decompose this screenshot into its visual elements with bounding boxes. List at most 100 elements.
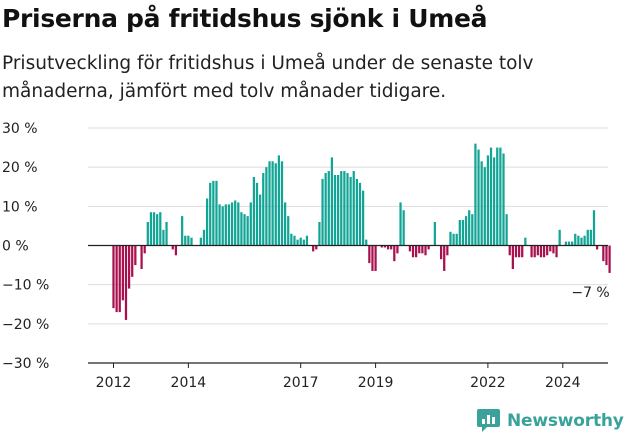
bar — [383, 245, 387, 248]
bar — [315, 245, 318, 250]
bar — [533, 245, 536, 258]
bar — [455, 233, 458, 246]
bar — [171, 245, 174, 250]
bar — [499, 147, 502, 246]
bar — [321, 178, 324, 246]
bar — [352, 171, 355, 246]
bar — [493, 157, 496, 246]
bar — [549, 245, 552, 252]
bar — [149, 212, 153, 246]
bar — [399, 202, 402, 246]
y-tick-label: 20 % — [2, 160, 38, 176]
x-tick-label: 2017 — [283, 375, 319, 391]
bar — [327, 171, 330, 246]
last-value-label: −7 % — [571, 285, 609, 301]
bar — [318, 222, 321, 246]
bar — [368, 245, 371, 264]
bar — [546, 245, 549, 256]
y-tick-label: −20 % — [2, 317, 49, 333]
bar — [415, 245, 418, 258]
y-tick-label: 10 % — [2, 199, 38, 215]
bar — [293, 235, 296, 246]
bar — [592, 210, 596, 246]
bar — [424, 245, 427, 256]
bar — [140, 245, 143, 269]
bar — [386, 245, 390, 250]
bar — [134, 245, 137, 266]
bar — [234, 200, 237, 246]
bar — [205, 198, 209, 246]
bar — [586, 229, 589, 246]
bar — [121, 245, 124, 301]
bar — [355, 178, 358, 246]
bar — [190, 237, 193, 246]
x-tick-label: 2024 — [545, 375, 581, 391]
bar — [583, 235, 586, 246]
bar — [358, 182, 362, 246]
bar — [567, 241, 571, 246]
bar — [280, 161, 284, 246]
bar — [555, 245, 558, 258]
bar — [480, 161, 483, 246]
bar — [474, 143, 477, 246]
bar — [124, 245, 128, 320]
bar — [346, 173, 349, 246]
x-axis-ticks: 2012 2014 2017 2019 2022 2024 — [96, 363, 581, 391]
bar — [255, 182, 259, 246]
y-axis-ticks: 30 % 20 % 10 % 0 % −10 % −20 % −30 % — [2, 121, 49, 372]
bar — [243, 214, 246, 246]
bar — [502, 153, 505, 246]
bar — [249, 202, 252, 246]
bar — [312, 245, 315, 252]
bar — [433, 222, 436, 246]
bar — [302, 239, 305, 246]
bar — [361, 190, 365, 246]
bar — [265, 167, 268, 246]
bar — [374, 245, 377, 271]
bar — [305, 235, 309, 246]
bar — [521, 245, 524, 258]
bar — [595, 245, 599, 250]
bar — [237, 202, 240, 246]
bar — [402, 210, 405, 246]
bar — [396, 245, 399, 254]
bar — [602, 245, 605, 262]
bar — [324, 173, 327, 246]
axes — [88, 244, 608, 364]
bar — [461, 220, 465, 246]
annotations: −7 % — [571, 285, 609, 301]
bar — [468, 210, 471, 246]
bar — [443, 245, 446, 271]
page-title: Priserna på fritidshus sjönk i Umeå — [2, 4, 488, 33]
bar — [524, 237, 527, 246]
bar — [127, 245, 131, 289]
bar — [393, 245, 396, 262]
bar — [349, 176, 352, 246]
bar — [159, 212, 162, 246]
bars — [112, 143, 611, 320]
bar — [464, 216, 468, 246]
bar — [517, 245, 521, 258]
bar — [118, 245, 121, 313]
bar — [246, 216, 249, 246]
bar — [131, 245, 134, 277]
bar — [337, 175, 340, 246]
bar — [511, 245, 514, 269]
bar — [143, 245, 146, 254]
bar — [564, 241, 568, 246]
bar — [483, 167, 486, 246]
bar — [209, 182, 212, 246]
bar — [449, 231, 452, 246]
bar — [539, 245, 543, 258]
bar — [152, 212, 156, 246]
bar — [218, 204, 221, 246]
bar — [542, 245, 546, 258]
y-tick-label: −30 % — [2, 356, 49, 372]
bar — [446, 245, 449, 256]
bar — [112, 245, 115, 309]
bar — [240, 212, 243, 246]
bar — [365, 239, 368, 246]
bar — [224, 204, 227, 246]
bar — [268, 161, 271, 246]
bar — [296, 239, 299, 246]
